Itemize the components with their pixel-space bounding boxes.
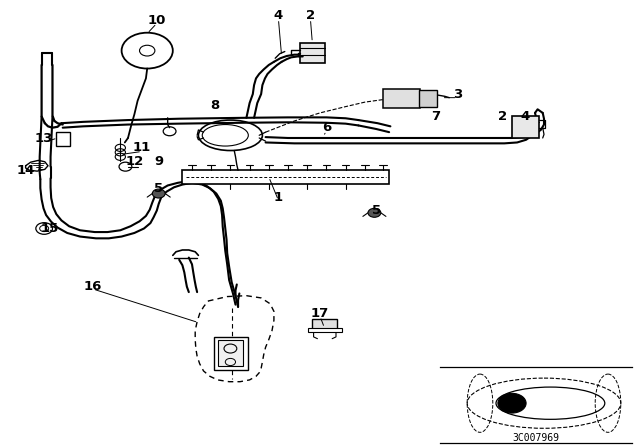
- Text: 16: 16: [84, 280, 102, 293]
- Text: 3: 3: [453, 87, 462, 101]
- Text: 13: 13: [35, 132, 52, 146]
- Text: 11: 11: [133, 141, 151, 155]
- FancyBboxPatch shape: [300, 43, 325, 63]
- Text: 2: 2: [498, 110, 507, 123]
- Bar: [214, 337, 248, 370]
- Text: 17: 17: [311, 307, 329, 320]
- Text: 3C007969: 3C007969: [513, 433, 560, 443]
- Text: 15: 15: [41, 222, 59, 235]
- Text: 4: 4: [520, 110, 529, 123]
- Text: 6: 6: [322, 121, 331, 134]
- Text: 8: 8: [210, 99, 219, 112]
- Circle shape: [368, 208, 381, 217]
- Text: 5: 5: [154, 181, 163, 195]
- Text: 2: 2: [306, 9, 315, 22]
- FancyBboxPatch shape: [383, 89, 420, 108]
- Text: 12: 12: [125, 155, 143, 168]
- Text: 10: 10: [148, 13, 166, 27]
- Text: 7: 7: [431, 110, 440, 123]
- FancyBboxPatch shape: [419, 90, 437, 107]
- Text: 14: 14: [17, 164, 35, 177]
- FancyBboxPatch shape: [56, 132, 70, 146]
- Circle shape: [498, 393, 526, 413]
- Text: 4: 4: [274, 9, 283, 22]
- Bar: [308, 328, 342, 332]
- Text: 9: 9: [154, 155, 163, 168]
- Bar: [182, 170, 389, 184]
- Bar: [312, 319, 337, 329]
- Text: 5: 5: [372, 204, 381, 217]
- Circle shape: [152, 189, 165, 198]
- Text: 1: 1: [274, 190, 283, 204]
- FancyBboxPatch shape: [512, 116, 539, 138]
- Bar: [218, 340, 243, 366]
